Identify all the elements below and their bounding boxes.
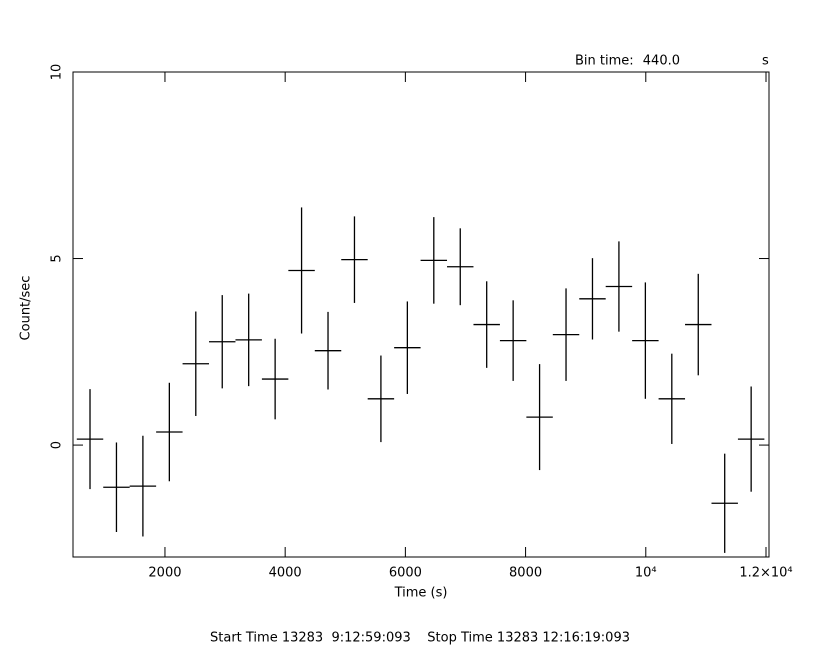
bin-label: Bin time: xyxy=(575,54,634,69)
y-tick-label: 0 xyxy=(50,441,65,449)
x-tick-label: 8000 xyxy=(509,566,542,581)
x-tick-label: 4000 xyxy=(269,566,302,581)
y-tick-label: 5 xyxy=(50,254,65,262)
x-tick-label: 1.2×10⁴ xyxy=(739,566,792,581)
y-axis-label: Count/sec xyxy=(19,276,34,341)
x-tick-label: 2000 xyxy=(148,566,181,581)
y-tick-label: 10 xyxy=(50,64,65,81)
bin-unit: s xyxy=(762,54,769,69)
bin-value: 440.0 xyxy=(643,54,680,69)
x-tick-label: 10⁴ xyxy=(635,566,657,581)
plot-frame xyxy=(72,71,770,558)
x-axis-label: Time (s) xyxy=(394,586,448,601)
footer: Start Time 13283 9:12:59:093 Stop Time 1… xyxy=(210,631,630,646)
x-tick-label: 6000 xyxy=(389,566,422,581)
